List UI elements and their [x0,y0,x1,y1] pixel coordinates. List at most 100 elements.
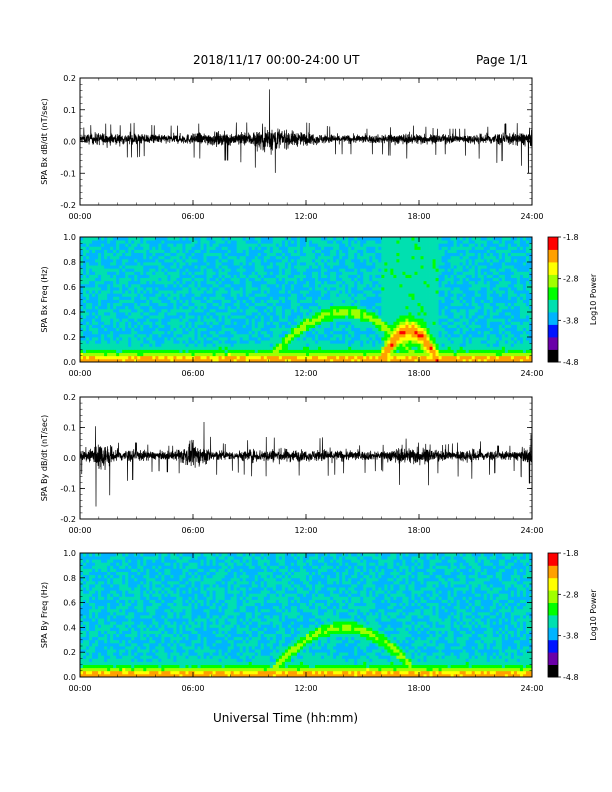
heatmap-cell [293,280,298,285]
heatmap-cell [290,346,295,350]
heatmap-cell [224,265,229,269]
heatmap-cell [113,265,117,269]
heatmap-cell [342,337,346,341]
heatmap-cell [167,262,171,266]
heatmap-cell [266,318,271,322]
heatmap-cell [324,346,328,350]
heatmap-cell [411,349,415,354]
heatmap-cell [281,258,286,263]
heatmap-cell [152,333,156,338]
heatmap-cell [152,237,156,241]
heatmap-cell [131,249,135,254]
heatmap-cell [284,255,289,260]
heatmap-cell [281,308,286,313]
heatmap-cell [155,240,159,244]
heatmap-cell [248,293,253,297]
heatmap-cell [327,258,331,263]
heatmap-cell [278,302,283,307]
heatmap-cell [342,302,346,307]
heatmap-cell [302,283,307,288]
heatmap-cell [384,308,388,313]
heatmap-cell [420,340,424,344]
heatmap-cell [179,283,183,288]
heatmap-cell [408,283,412,288]
heatmap-cell [390,240,394,244]
heatmap-cell [378,268,382,272]
heatmap-cell [209,308,213,313]
heatmap-cell [306,299,310,304]
heatmap-cell [324,268,328,272]
heatmap-cell [402,337,406,341]
heatmap-cell [230,258,235,263]
heatmap-cell [173,333,177,338]
heatmap-cell [333,330,337,335]
heatmap-cell [230,358,235,363]
heatmap-cell [206,277,210,282]
heatmap-cell [354,293,358,297]
heatmap-cell [176,358,180,363]
heatmap-cell [158,346,162,350]
heatmap-cell [423,349,427,354]
heatmap-cell [266,277,271,282]
heatmap-cell [170,243,174,247]
heatmap-cell [363,352,367,357]
heatmap-cell [257,240,262,244]
heatmap-cell [224,252,229,257]
heatmap-cell [414,327,418,332]
heatmap-cell [260,324,265,329]
heatmap-cell [333,346,337,350]
heatmap-cell [306,268,310,272]
heatmap-cell [194,324,198,329]
heatmap-cell [131,324,135,329]
heatmap-cell [315,312,319,316]
heatmap-cell [441,268,446,272]
heatmap-cell [89,271,93,275]
heatmap-cell [411,333,415,338]
heatmap-cell [83,243,87,247]
heatmap-cell [164,277,168,282]
heatmap-cell [206,299,210,304]
heatmap-cell [224,243,229,247]
heatmap-cell [158,302,162,307]
heatmap-cell [251,283,256,288]
heatmap-cell [188,299,192,304]
heatmap-cell [290,302,295,307]
heatmap-cell [98,315,102,319]
heatmap-cell [315,349,319,354]
heatmap-cell [363,296,367,300]
heatmap-cell [339,293,343,297]
heatmap-cell [260,308,265,313]
heatmap-cell [113,315,117,319]
heatmap-cell [321,358,325,363]
heatmap-cell [92,327,96,332]
heatmap-cell [197,330,201,335]
heatmap-cell [143,321,147,325]
heatmap-cell [330,315,334,319]
heatmap-cell [101,280,105,285]
heatmap-cell [375,349,379,354]
heatmap-cell [444,352,449,357]
heatmap-cell [324,271,328,275]
heatmap-cell [426,240,430,244]
heatmap-cell [269,274,274,279]
heatmap-cell [98,274,102,279]
heatmap-cell [417,340,421,344]
heatmap-cell [86,265,90,269]
heatmap-cell [161,280,165,285]
heatmap-cell [411,243,415,247]
heatmap-cell [155,337,159,341]
heatmap-cell [336,349,340,354]
heatmap-cell [363,333,367,338]
heatmap-cell [161,255,165,260]
heatmap-cell [384,337,388,341]
heatmap-cell [152,293,156,297]
heatmap-cell [423,321,427,325]
heatmap-cell [209,293,213,297]
heatmap-cell [375,283,379,288]
heatmap-cell [429,280,433,285]
heatmap-cell [155,280,159,285]
heatmap-cell [119,299,123,304]
heatmap-cell [378,237,382,241]
heatmap-cell [309,333,313,338]
heatmap-cell [107,274,111,279]
